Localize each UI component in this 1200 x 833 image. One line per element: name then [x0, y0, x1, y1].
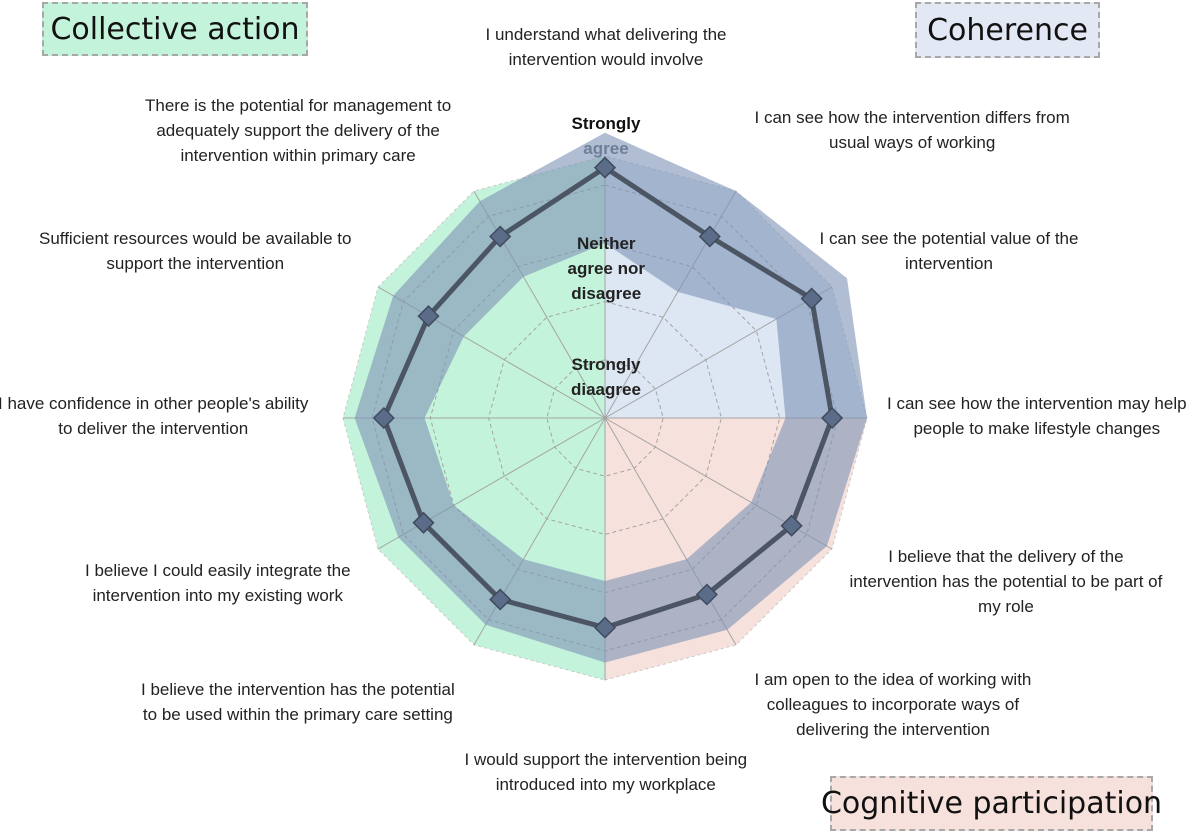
axis-label-line: I believe that the delivery of the — [888, 546, 1124, 566]
axis-label-line: I have confidence in other people's abil… — [0, 394, 309, 413]
axis-label-line: colleagues to incorporate ways of — [766, 694, 1020, 714]
scale-label-1: Neither agree nor disagree — [568, 231, 645, 306]
axis-label-line: intervention would involve — [508, 50, 704, 69]
data-point-8 — [412, 511, 435, 534]
data-point-6 — [593, 616, 617, 639]
axis-label-line: adequately support the delivery of the — [156, 120, 440, 140]
data-point-1 — [698, 225, 721, 248]
mean-series — [372, 156, 844, 639]
axis-label-line: to be used within the primary care setti… — [142, 705, 453, 724]
axis-label-line: introduced into my workplace — [495, 775, 716, 794]
axis-label-6: I would support the intervention being in… — [465, 747, 748, 797]
axis-label-line: people to make lifestyle changes — [913, 419, 1161, 438]
scale-label-line: agree nor — [567, 258, 645, 278]
axis-label-line: intervention has the potential to be par… — [849, 571, 1163, 591]
scale-label-2: Strongly diaagree — [571, 352, 641, 402]
axis-label-10: Sufficient resources would be available … — [39, 226, 351, 276]
data-point-4 — [780, 514, 803, 537]
data-point-11 — [489, 225, 512, 248]
data-point-10 — [417, 305, 440, 328]
scale-label-line: disagree — [571, 283, 642, 303]
axis-label-line: my role — [978, 596, 1034, 616]
axis-label-line: I believe I could easily integrate the — [85, 561, 351, 580]
scale-label-0: Strongly agree — [572, 111, 641, 161]
axis-label-line: usual ways of working — [828, 133, 996, 152]
axis-label-line: delivering the intervention — [796, 719, 990, 739]
scale-label-line: diaagree — [571, 380, 641, 399]
data-point-7 — [489, 588, 512, 611]
data-point-3 — [821, 406, 844, 430]
axis-label-9: I have confidence in other people's abil… — [0, 391, 308, 441]
axis-label-line: Sufficient resources would be available … — [39, 229, 352, 248]
axis-label-5: I am open to the idea of working with col… — [755, 667, 1032, 742]
scale-label-line: agree — [583, 139, 629, 158]
scale-label-line: Neither — [576, 233, 636, 253]
axis-label-line: I understand what delivering the — [485, 25, 727, 44]
axis-label-line: I believe the intervention has the poten… — [141, 680, 455, 699]
data-point-0 — [593, 156, 617, 179]
axis-label-7: I believe the intervention has the poten… — [141, 677, 455, 727]
axis-label-line: I would support the intervention being — [464, 750, 748, 769]
domain-label-coherence: Coherence — [915, 2, 1100, 58]
axis-label-line: There is the potential for management to — [145, 95, 452, 115]
domain-label-collective-action: Collective action — [42, 2, 308, 56]
axis-label-8: I believe I could easily integrate the in… — [85, 558, 351, 608]
scale-label-line: Strongly — [571, 355, 641, 374]
axis-label-11: There is the potential for management to… — [145, 93, 451, 168]
data-point-5 — [695, 583, 718, 606]
axis-label-1: I can see how the intervention differs f… — [755, 105, 1070, 155]
axis-label-line: I can see how the intervention differs f… — [754, 108, 1070, 127]
axis-label-line: I can see the potential value of the — [819, 229, 1079, 248]
axis-label-line: to deliver the intervention — [58, 419, 249, 438]
axis-label-4: I believe that the delivery of the interv… — [850, 544, 1163, 619]
domain-label-cognitive-participation: Cognitive participation — [821, 776, 1162, 831]
axis-label-line: intervention into my existing work — [92, 586, 343, 605]
scale-label-line: Strongly — [571, 114, 641, 133]
band-area — [354, 132, 868, 663]
data-point-9 — [372, 406, 395, 430]
axis-label-line: intervention — [905, 254, 993, 273]
confidence-band — [354, 132, 868, 663]
axis-label-line: I am open to the idea of working with — [754, 669, 1032, 689]
data-point-2 — [800, 287, 823, 310]
axis-label-0: I understand what delivering the interven… — [486, 22, 727, 72]
axis-label-line: intervention within primary care — [180, 145, 416, 165]
axis-label-2: I can see the potential value of the inte… — [820, 226, 1079, 276]
axis-label-line: support the intervention — [106, 254, 285, 273]
axis-label-line: I can see how the intervention may help — [887, 394, 1187, 413]
axis-label-3: I can see how the intervention may help p… — [887, 391, 1187, 441]
